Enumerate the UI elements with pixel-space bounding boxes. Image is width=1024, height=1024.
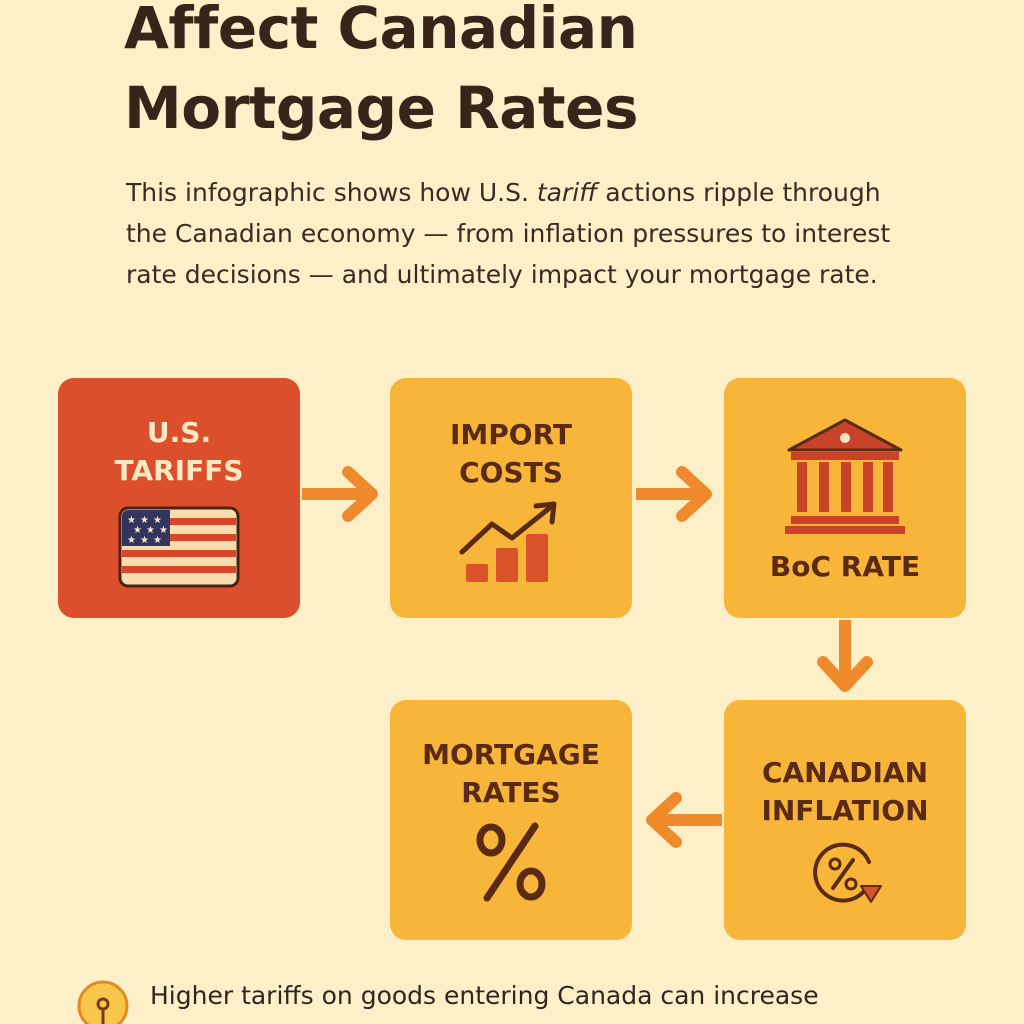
import-costs-box: IMPORT COSTS bbox=[390, 378, 632, 618]
import-costs-label-line-1: IMPORT bbox=[449, 418, 572, 451]
boc-rate-box: BoC RATE bbox=[724, 378, 966, 618]
svg-text:★: ★ bbox=[133, 525, 142, 536]
arrow-right-1 bbox=[302, 466, 378, 522]
svg-text:★: ★ bbox=[146, 525, 155, 536]
intro-text-before: This infographic shows how U.S. bbox=[126, 178, 537, 207]
arrow-down bbox=[817, 620, 873, 692]
arrow-left bbox=[646, 792, 722, 848]
us-tariffs-label-line-1: U.S. bbox=[146, 416, 212, 449]
svg-text:★: ★ bbox=[127, 515, 136, 526]
mortgage-rates-label-line-2: RATES bbox=[461, 776, 561, 809]
bottom-note: Higher tariffs on goods entering Canada … bbox=[150, 981, 819, 1010]
svg-text:★: ★ bbox=[153, 535, 162, 546]
title-line-2: Mortgage Rates bbox=[124, 74, 638, 142]
canadian-inflation-label-line-2: INFLATION bbox=[761, 794, 929, 827]
intro-text-after: actions ripple through the Canadian econ… bbox=[126, 178, 891, 289]
percent-icon bbox=[476, 822, 546, 902]
us-flag-icon: ★ ★ ★ ★ ★ ★ ★ ★ ★ bbox=[118, 506, 240, 588]
intro-paragraph: This infographic shows how U.S. tariff a… bbox=[126, 172, 926, 295]
boc-rate-label: BoC RATE bbox=[769, 550, 921, 583]
bank-building-icon bbox=[785, 418, 905, 534]
intro-emphasis: tariff bbox=[536, 178, 598, 207]
title-line-1: Affect Canadian bbox=[124, 0, 638, 62]
canadian-inflation-box: CANADIAN INFLATION bbox=[724, 700, 966, 940]
page-title: Affect Canadian Mortgage Rates bbox=[124, 0, 984, 148]
rising-bar-chart-icon bbox=[459, 501, 557, 582]
import-costs-label-line-2: COSTS bbox=[459, 456, 563, 489]
percent-cycle-icon bbox=[813, 842, 882, 903]
svg-text:★: ★ bbox=[140, 515, 149, 526]
mortgage-rates-box: MORTGAGE RATES bbox=[390, 700, 632, 940]
us-tariffs-box: U.S. TARIFFS ★ ★ ★ ★ ★ ★ ★ ★ ★ bbox=[58, 378, 300, 618]
lightbulb-icon bbox=[77, 980, 129, 1024]
us-tariffs-label-line-2: TARIFFS bbox=[114, 454, 244, 487]
svg-text:★: ★ bbox=[127, 535, 136, 546]
canadian-inflation-label-line-1: CANADIAN bbox=[761, 756, 929, 789]
arrow-right-2 bbox=[636, 466, 712, 522]
svg-text:★: ★ bbox=[140, 535, 149, 546]
svg-text:★: ★ bbox=[153, 515, 162, 526]
svg-text:★: ★ bbox=[159, 525, 168, 536]
mortgage-rates-label-line-1: MORTGAGE bbox=[422, 738, 600, 771]
